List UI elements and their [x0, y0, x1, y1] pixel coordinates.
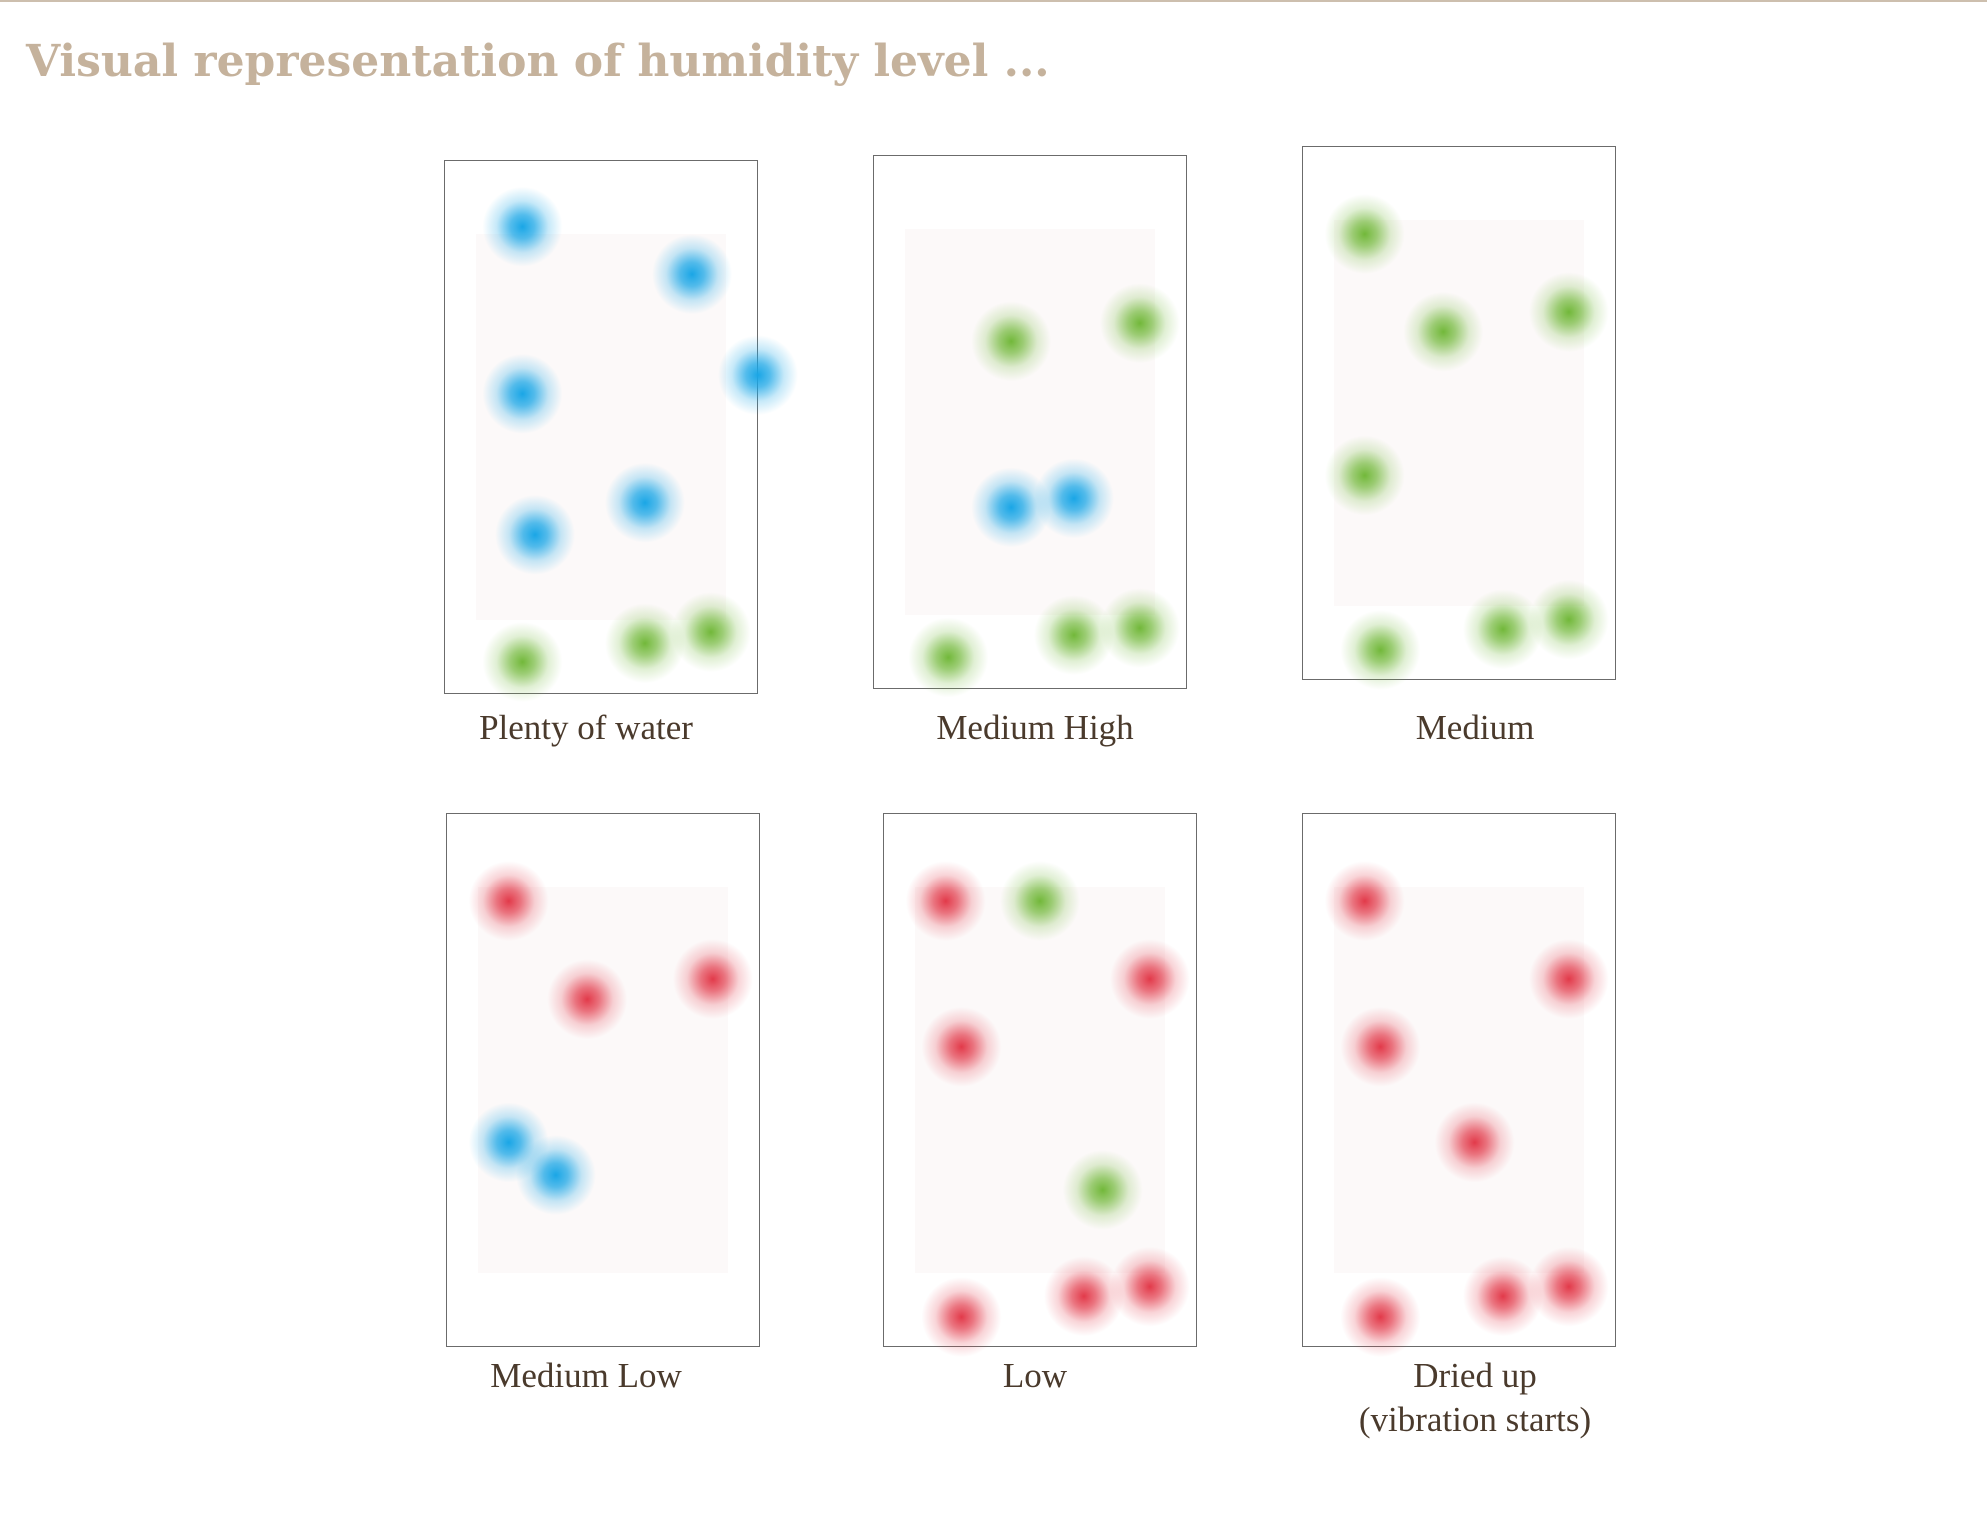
medium-dot [908, 617, 989, 698]
medium-dot [1528, 579, 1609, 660]
dots-layer [1324, 194, 1609, 691]
dry-dot [905, 861, 986, 942]
dry-dot [1528, 1246, 1609, 1327]
dots-layer [908, 283, 1180, 698]
dry-dot [1463, 1256, 1543, 1337]
medium-dot [1463, 589, 1543, 670]
water-dot [652, 234, 733, 315]
medium-dot [1099, 283, 1180, 364]
dry-dot [547, 959, 628, 1040]
medium-dot [605, 603, 685, 684]
medium-dot [1340, 610, 1421, 691]
dry-dot [1434, 1102, 1515, 1183]
water-dot [482, 186, 563, 267]
dry-dot [1324, 861, 1405, 942]
top-rule [0, 0, 1987, 2]
medium-dot [1000, 861, 1080, 942]
dry-dot [1340, 1277, 1421, 1358]
water-dot [971, 467, 1052, 548]
water-dot [1034, 458, 1114, 539]
caption-medium-low: Medium Low [490, 1356, 682, 1395]
water-dot [482, 353, 563, 434]
dry-dot [1109, 939, 1190, 1020]
medium-dot [1099, 588, 1180, 669]
caption-dried-up: Dried up (vibration starts) [1358, 1356, 1592, 1439]
dry-dot [1528, 939, 1609, 1020]
caption-medium: Medium [1415, 708, 1535, 747]
dry-dot [468, 861, 549, 942]
medium-dot [482, 622, 563, 702]
medium-dot [1324, 194, 1405, 275]
dots-layer [905, 861, 1190, 1358]
caption-low: Low [1002, 1356, 1068, 1395]
water-dot [605, 462, 685, 543]
medium-dot [670, 592, 751, 673]
caption-plenty-of-water: Plenty of water [479, 708, 693, 747]
dry-dot [921, 1006, 1002, 1087]
dots-layer [482, 186, 798, 702]
medium-dot [1528, 272, 1609, 353]
dry-dot [672, 939, 753, 1020]
dry-dot [921, 1277, 1002, 1358]
dots-layer [1324, 861, 1609, 1358]
water-dot [495, 494, 576, 575]
medium-dot [1062, 1150, 1143, 1230]
page-title: Visual representation of humidity level … [26, 36, 1050, 87]
medium-dot [1324, 435, 1405, 516]
medium-dot [1034, 595, 1114, 676]
dry-dot [1044, 1256, 1124, 1337]
medium-dot [1403, 291, 1484, 372]
caption-medium-high: Medium High [936, 708, 1134, 747]
dry-dot [1109, 1246, 1190, 1327]
water-dot [718, 335, 798, 416]
dots-layer [468, 861, 753, 1216]
water-dot [515, 1135, 596, 1216]
medium-dot [971, 301, 1052, 382]
dry-dot [1340, 1006, 1421, 1087]
